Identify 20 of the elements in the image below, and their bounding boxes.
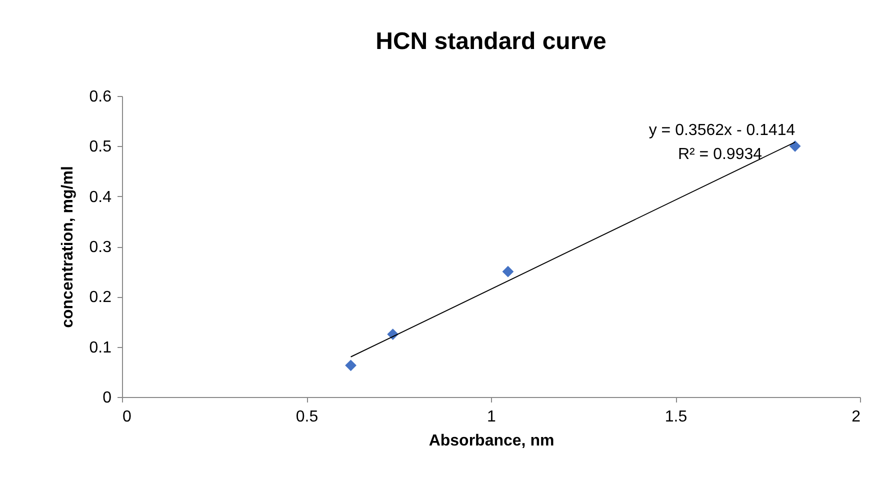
annotation: R² = 0.9934 xyxy=(678,146,762,163)
point xyxy=(502,266,514,278)
x-tick-label: 1 xyxy=(487,408,496,426)
y-tick-label: 0.3 xyxy=(89,239,112,256)
y-tick-label: 0.4 xyxy=(89,188,112,206)
point xyxy=(789,140,801,152)
x-tick-label: 0.5 xyxy=(296,408,318,426)
annotation: y = 0.3562x - 0.1414 xyxy=(648,122,796,139)
y-tick-label: 0.1 xyxy=(89,339,112,356)
x-tick-label: 2 xyxy=(852,408,861,426)
y-axis-title: concentration, mg/ml xyxy=(59,166,76,328)
y-tick-label: 0.2 xyxy=(89,289,112,306)
x-axis-title: Absorbance, nm xyxy=(428,432,554,450)
x-tick-label: 0 xyxy=(122,408,132,426)
x-tick-label: 1.5 xyxy=(664,408,688,426)
y-tick-label: 0 xyxy=(102,390,112,406)
y-tick-label: 0.5 xyxy=(89,138,112,156)
y-tick-label: 0.6 xyxy=(89,88,112,106)
chart-title: HCN standard curve xyxy=(376,28,606,55)
point xyxy=(345,360,356,372)
